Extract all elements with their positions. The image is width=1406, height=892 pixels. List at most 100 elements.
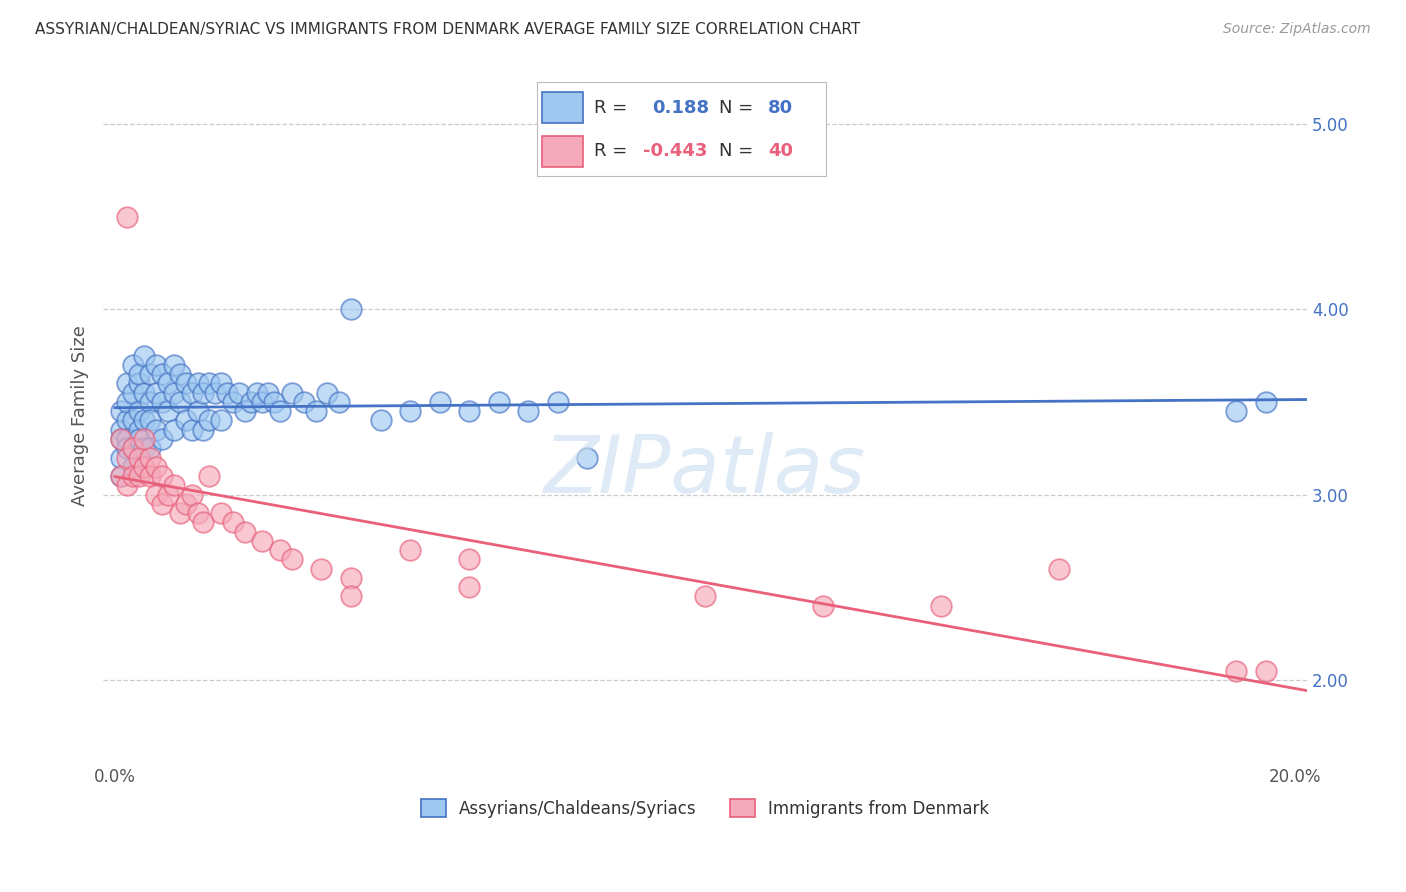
Point <box>257 385 280 400</box>
Point <box>180 487 202 501</box>
Point <box>163 358 186 372</box>
Point <box>340 302 363 317</box>
Point <box>269 543 291 558</box>
Point <box>157 487 180 501</box>
Point <box>110 469 132 483</box>
Point <box>110 450 132 465</box>
Point <box>128 469 150 483</box>
Point <box>157 404 180 418</box>
Point <box>517 404 540 418</box>
Point <box>145 385 167 400</box>
Point <box>811 599 834 613</box>
Point <box>150 469 173 483</box>
Point <box>134 459 156 474</box>
Point <box>110 432 132 446</box>
Point <box>128 423 150 437</box>
Point <box>139 395 162 409</box>
Point <box>134 349 156 363</box>
Point <box>209 376 232 391</box>
Point <box>169 506 191 520</box>
Point <box>174 413 197 427</box>
Point <box>145 487 167 501</box>
Point <box>328 395 350 409</box>
Point <box>145 423 167 437</box>
Point <box>169 395 191 409</box>
Point <box>547 395 569 409</box>
Point <box>1047 561 1070 575</box>
Point <box>115 210 138 224</box>
Point <box>429 395 451 409</box>
Point <box>239 395 262 409</box>
Point <box>304 404 326 418</box>
Point <box>150 432 173 446</box>
Point <box>198 413 221 427</box>
Point <box>198 469 221 483</box>
Point <box>121 442 143 456</box>
Point <box>115 376 138 391</box>
Point <box>370 413 392 427</box>
Point <box>115 442 138 456</box>
Point <box>187 376 209 391</box>
Point <box>292 395 315 409</box>
Text: ZIPatlas: ZIPatlas <box>544 433 866 510</box>
Point <box>110 469 132 483</box>
Point <box>139 367 162 381</box>
Point <box>110 432 132 446</box>
Point <box>150 395 173 409</box>
Point <box>340 571 363 585</box>
Point <box>269 404 291 418</box>
Point <box>110 404 132 418</box>
Point <box>222 395 245 409</box>
Point <box>281 552 304 566</box>
Point <box>215 385 238 400</box>
Point <box>311 561 333 575</box>
Point <box>204 385 226 400</box>
Point <box>252 395 274 409</box>
Point <box>115 450 138 465</box>
Point <box>209 413 232 427</box>
Point <box>245 385 267 400</box>
Point <box>139 413 162 427</box>
Point <box>458 552 481 566</box>
Point <box>458 404 481 418</box>
Point <box>399 543 422 558</box>
Point <box>115 395 138 409</box>
Point <box>169 367 191 381</box>
Point <box>576 450 599 465</box>
Point <box>134 442 156 456</box>
Point <box>134 385 156 400</box>
Point <box>128 450 150 465</box>
Point <box>115 413 138 427</box>
Point <box>1254 395 1277 409</box>
Point <box>139 469 162 483</box>
Point <box>1254 664 1277 678</box>
Text: Source: ZipAtlas.com: Source: ZipAtlas.com <box>1223 22 1371 37</box>
Point <box>458 580 481 594</box>
Point <box>128 432 150 446</box>
Point <box>228 385 250 400</box>
Point <box>128 367 150 381</box>
Point <box>180 423 202 437</box>
Point <box>121 385 143 400</box>
Legend: Assyrians/Chaldeans/Syriacs, Immigrants from Denmark: Assyrians/Chaldeans/Syriacs, Immigrants … <box>413 793 995 824</box>
Point <box>263 395 285 409</box>
Point <box>150 367 173 381</box>
Point <box>222 516 245 530</box>
Point <box>281 385 304 400</box>
Point <box>1225 664 1247 678</box>
Point <box>252 533 274 548</box>
Point <box>115 478 138 492</box>
Point <box>163 478 186 492</box>
Point <box>1225 404 1247 418</box>
Point <box>187 506 209 520</box>
Point <box>180 385 202 400</box>
Point <box>139 442 162 456</box>
Point <box>193 516 215 530</box>
Point <box>233 524 256 539</box>
Point <box>929 599 952 613</box>
Point <box>399 404 422 418</box>
Y-axis label: Average Family Size: Average Family Size <box>72 326 89 507</box>
Point <box>134 413 156 427</box>
Point <box>134 432 156 446</box>
Point <box>145 459 167 474</box>
